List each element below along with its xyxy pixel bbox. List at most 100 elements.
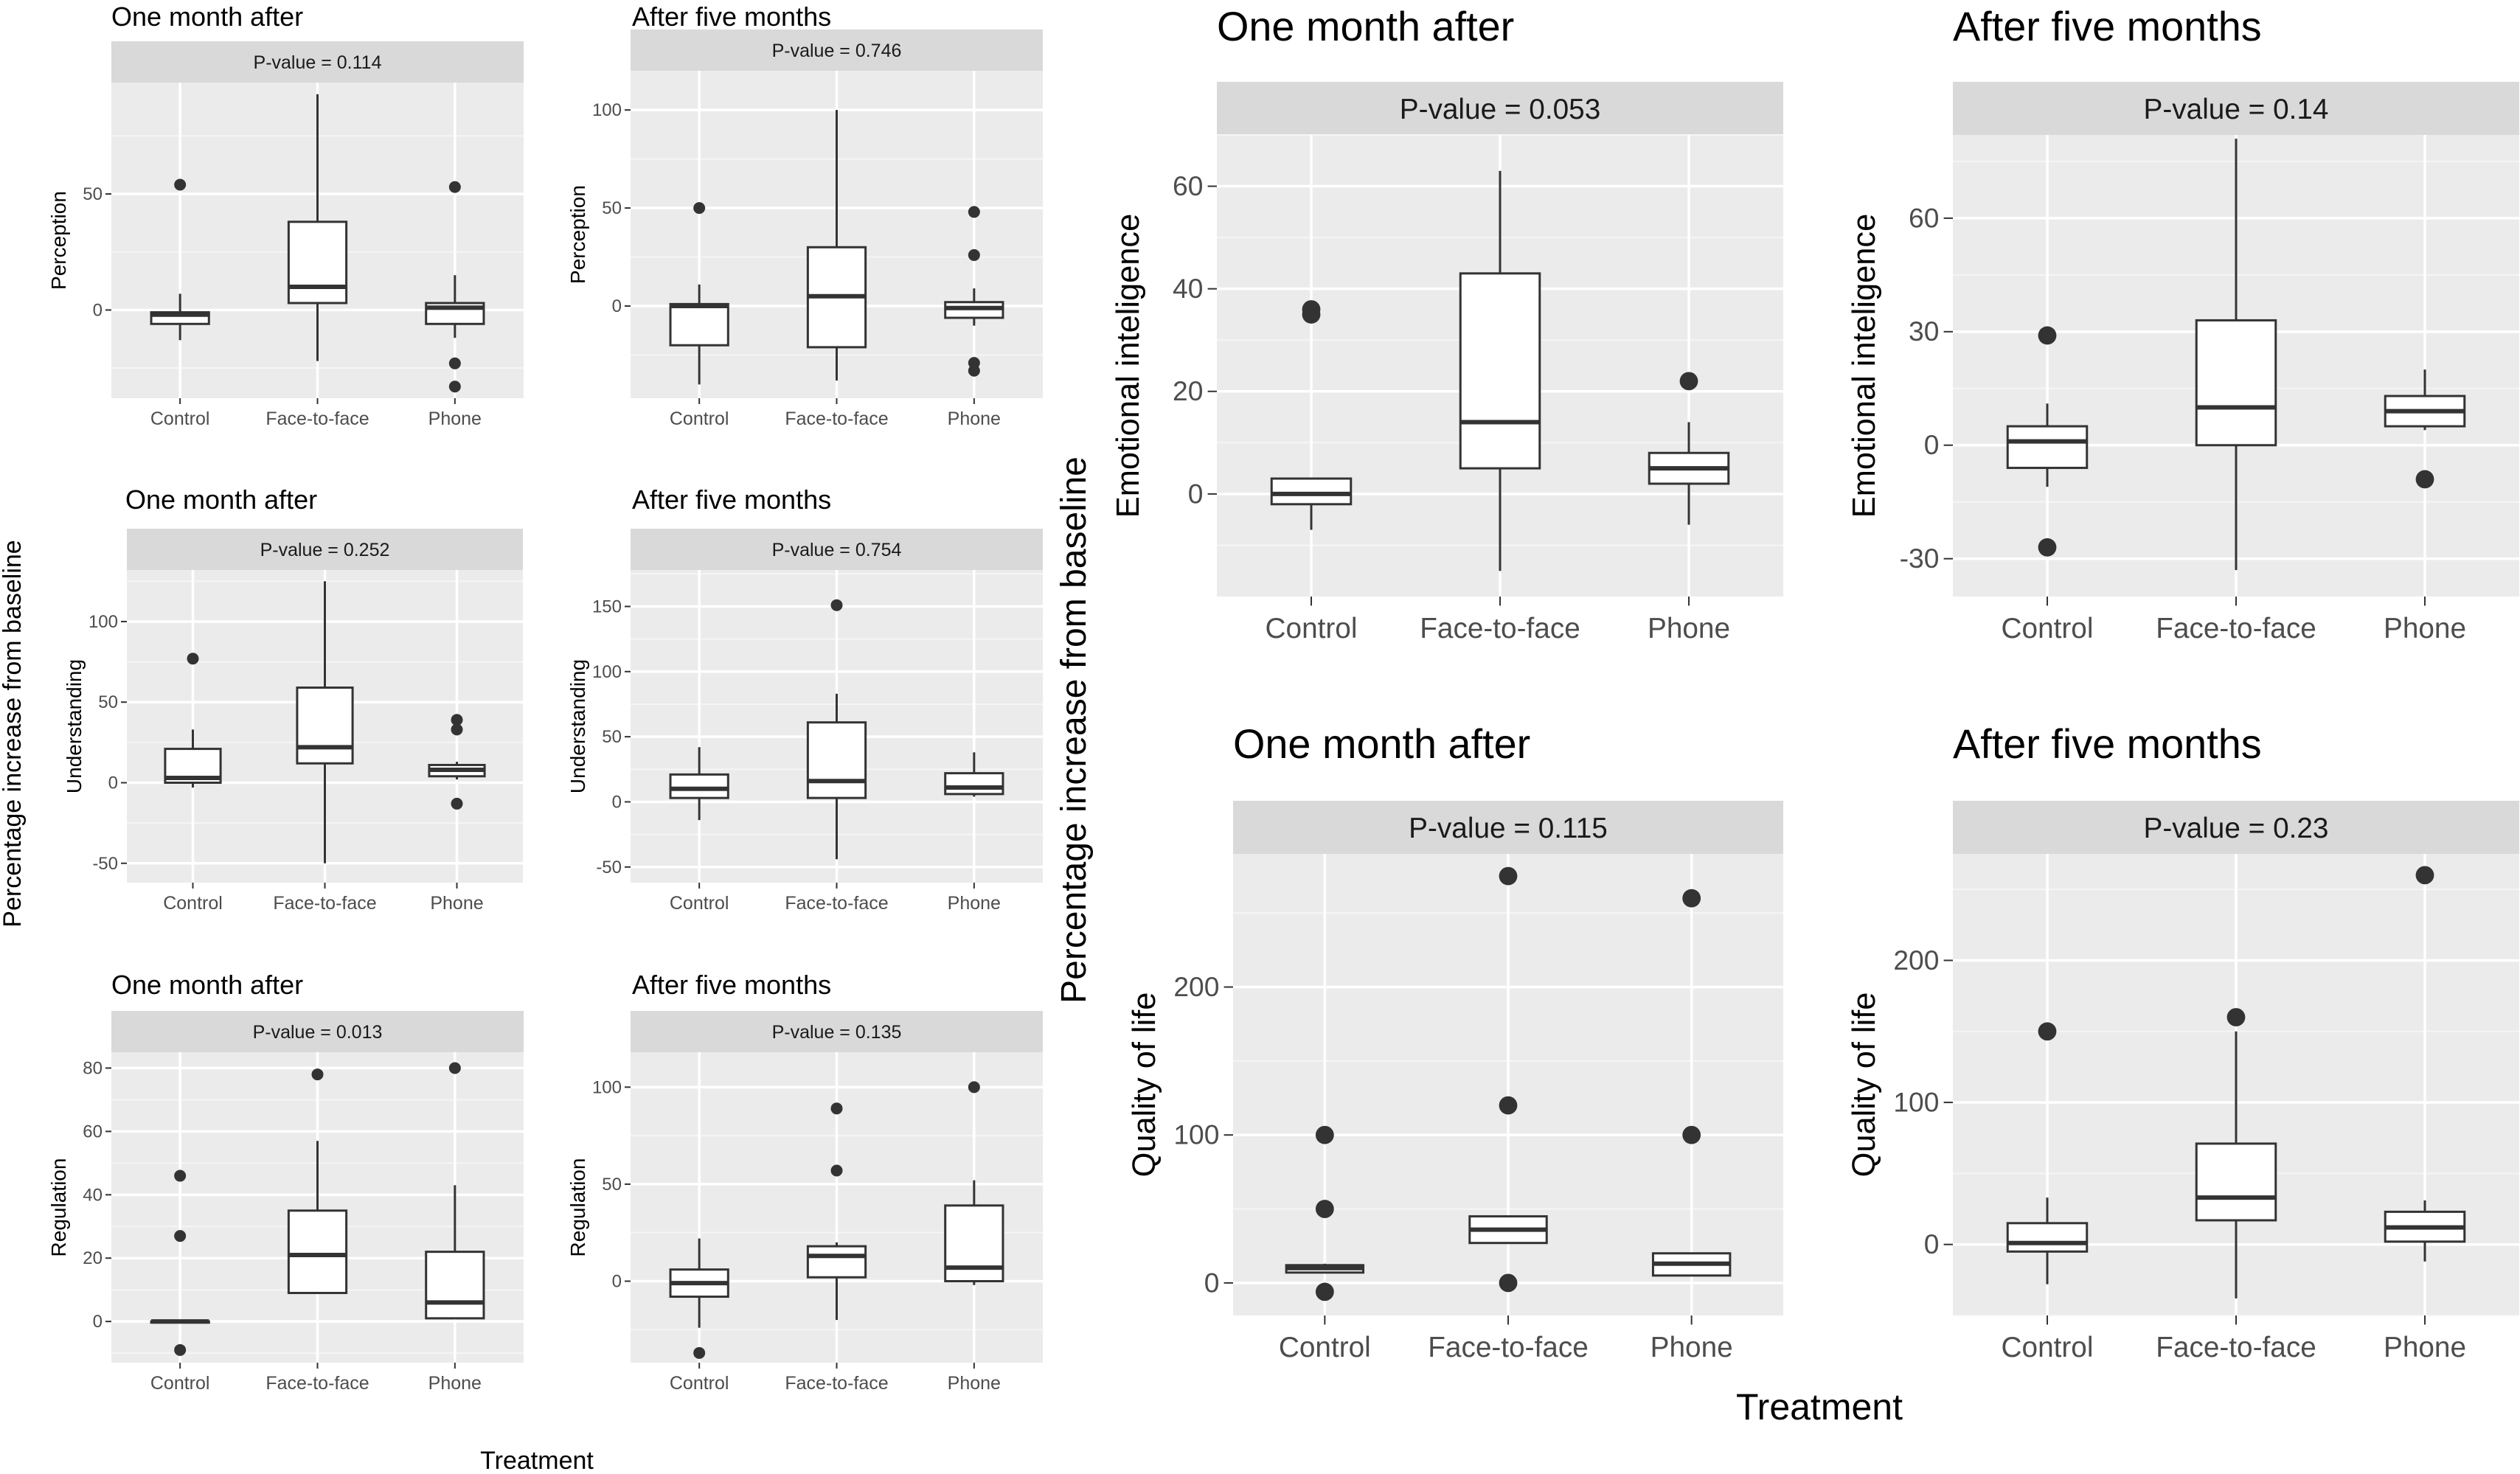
y-tick-label: 50 — [602, 1175, 622, 1195]
x-tick-label: Phone — [948, 409, 1001, 429]
y-tick-label: 20 — [1173, 375, 1203, 406]
y-tick-label: 30 — [1909, 316, 1939, 347]
strip-background — [1217, 82, 1783, 135]
outlier-point — [1499, 1273, 1518, 1293]
x-tick-label: Face-to-face — [265, 409, 369, 429]
box-phone — [425, 1062, 485, 1320]
box-face-to-face — [1459, 170, 1541, 571]
x-tick-label: Face-to-face — [273, 893, 376, 914]
strip-background — [631, 1011, 1043, 1052]
panel-title: One month after — [125, 484, 317, 515]
box-control — [1285, 1125, 1365, 1301]
strip-background — [1233, 801, 1783, 854]
y-tick-label: -50 — [92, 854, 118, 874]
y-tick-label: 20 — [83, 1248, 103, 1268]
y-tick-label: 50 — [83, 184, 103, 204]
panel-title: After five months — [632, 1, 831, 32]
chart-panel-3: One month after P-value = 0.252 -50 0 50 100 C… — [63, 484, 523, 914]
y-tick-label: 0 — [108, 773, 118, 793]
y-tick-label: 50 — [98, 692, 118, 712]
x-tick-label: Phone — [2384, 1332, 2466, 1363]
y-axis-label: Perception — [47, 191, 70, 290]
box-face-to-face — [2195, 1008, 2277, 1299]
x-tick-label: Phone — [948, 893, 1001, 914]
y-tick-label: 0 — [1204, 1267, 1220, 1298]
x-tick-label: Control — [150, 1373, 210, 1394]
y-tick-label: 200 — [1893, 945, 1939, 976]
outlier-point — [2415, 470, 2434, 489]
box-control — [2006, 1022, 2089, 1284]
x-tick-label: Phone — [428, 1373, 482, 1394]
strip-background — [631, 29, 1043, 71]
box-control — [1270, 300, 1353, 530]
box-control — [2006, 326, 2089, 557]
outlier-point — [174, 1230, 187, 1242]
strip-background — [631, 529, 1043, 570]
box-iqr — [2006, 1222, 2089, 1253]
box-phone — [2384, 866, 2466, 1262]
y-tick-label: 80 — [83, 1058, 103, 1078]
strip-background — [1953, 801, 2519, 854]
box-control — [150, 1169, 210, 1356]
y-axis-label: Regulation — [47, 1158, 70, 1257]
strip-p-value: P-value = 0.252 — [260, 540, 390, 560]
y-tick-label: 100 — [88, 612, 118, 632]
x-tick-label: Face-to-face — [1420, 613, 1580, 644]
chart-panel-10: After five months P-value = 0.23 0 100 200 Co… — [1847, 720, 2519, 1363]
x-tick-label: Control — [2002, 613, 2094, 644]
panel-title: One month after — [1217, 3, 1514, 49]
chart-panel-7: One month after P-value = 0.053 0 20 40 60 Con… — [1111, 3, 1783, 644]
y-tick-label: 100 — [1893, 1086, 1939, 1117]
outlier-point — [1315, 1200, 1334, 1218]
box-face-to-face — [287, 1068, 348, 1294]
y-axis-label: Understanding — [566, 659, 589, 793]
x-tick-label: Phone — [2384, 613, 2466, 644]
x-tick-label: Phone — [1648, 613, 1730, 644]
strip-background — [111, 1011, 524, 1052]
box-face-to-face — [806, 599, 867, 860]
shared-y-axis-label-left: Percentage increase from baseline — [0, 540, 27, 927]
outlier-point — [693, 1346, 706, 1359]
chart-panel-9: One month after P-value = 0.115 0 100 200 Con… — [1127, 720, 1783, 1363]
box-iqr — [2195, 1142, 2277, 1222]
y-axis-label: Quality of life — [1127, 992, 1162, 1178]
box-phone — [944, 1081, 1004, 1285]
outlier-point — [448, 357, 461, 369]
box-iqr — [1459, 272, 1541, 470]
x-tick-label: Control — [163, 893, 223, 914]
outlier-point — [830, 599, 843, 611]
outlier-point — [2038, 1022, 2057, 1041]
y-tick-label: 100 — [1173, 1119, 1219, 1150]
box-iqr — [287, 1209, 348, 1294]
x-tick-label: Control — [1279, 1332, 1371, 1363]
y-tick-label: 0 — [1188, 478, 1204, 509]
y-tick-label: -50 — [596, 858, 622, 877]
box-iqr — [2006, 425, 2089, 470]
y-tick-label: 60 — [1173, 170, 1203, 201]
outlier-point — [1499, 1096, 1518, 1115]
y-axis-label: Emotional inteligence — [1847, 214, 1882, 518]
chart-panel-5: One month after P-value = 0.013 0 20 40 60 80 C… — [47, 970, 524, 1394]
chart-panel-6: After five months P-value = 0.135 0 50 100 Co… — [566, 970, 1043, 1394]
box-phone — [428, 714, 486, 810]
outlier-point — [830, 1102, 843, 1115]
box-iqr — [944, 772, 1004, 796]
box-iqr — [287, 220, 348, 305]
strip-background — [127, 529, 523, 570]
x-tick-label: Control — [2002, 1332, 2094, 1363]
box-phone — [2384, 369, 2466, 489]
chart-panel-4: After five months P-value = 0.754 -50 0 50 10… — [566, 484, 1043, 914]
outlier-point — [1499, 866, 1518, 886]
box-iqr — [806, 1245, 867, 1279]
outlier-point — [448, 380, 461, 393]
x-tick-label: Control — [670, 409, 729, 429]
y-tick-label: 50 — [602, 198, 622, 218]
chart-panel-8: After five months P-value = 0.14 -30 0 30 60 C… — [1847, 3, 2519, 644]
strip-p-value: P-value = 0.754 — [772, 540, 902, 560]
y-tick-label: 0 — [1924, 429, 1940, 460]
outlier-point — [968, 248, 980, 261]
x-tick-label: Control — [670, 893, 729, 914]
box-iqr — [425, 1251, 485, 1320]
panel-title: After five months — [1953, 720, 2262, 767]
